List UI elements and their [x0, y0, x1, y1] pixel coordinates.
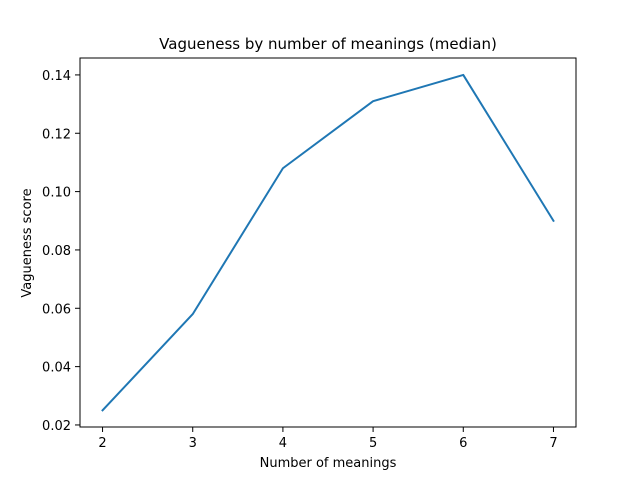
- y-tick-label: 0.08: [42, 244, 71, 259]
- x-tick-label: 4: [279, 436, 287, 451]
- x-tick-label: 7: [549, 436, 557, 451]
- chart-title: Vagueness by number of meanings (median): [159, 35, 497, 53]
- x-tick-label: 5: [369, 436, 377, 451]
- axes-frame: [79, 57, 577, 428]
- x-tick-label: 2: [98, 436, 106, 451]
- x-tick-label: 3: [189, 436, 197, 451]
- y-tick-label: 0.06: [42, 302, 71, 317]
- y-tick-label: 0.10: [42, 186, 71, 201]
- series-line-0: [101, 73, 555, 412]
- x-tick-label: 6: [459, 436, 467, 451]
- y-tick-label: 0.14: [42, 69, 71, 84]
- y-tick-label: 0.04: [42, 361, 71, 376]
- y-axis-label: Vagueness score: [20, 188, 35, 297]
- plot-area: 2 3 4 5 6 7 0.02 0.04 0.06 0.08 0.10 0.12 0.14: [42, 57, 577, 451]
- y-tick-label: 0.02: [42, 419, 71, 434]
- x-axis-label: Number of meanings: [260, 456, 397, 471]
- y-tick-label: 0.12: [42, 127, 71, 142]
